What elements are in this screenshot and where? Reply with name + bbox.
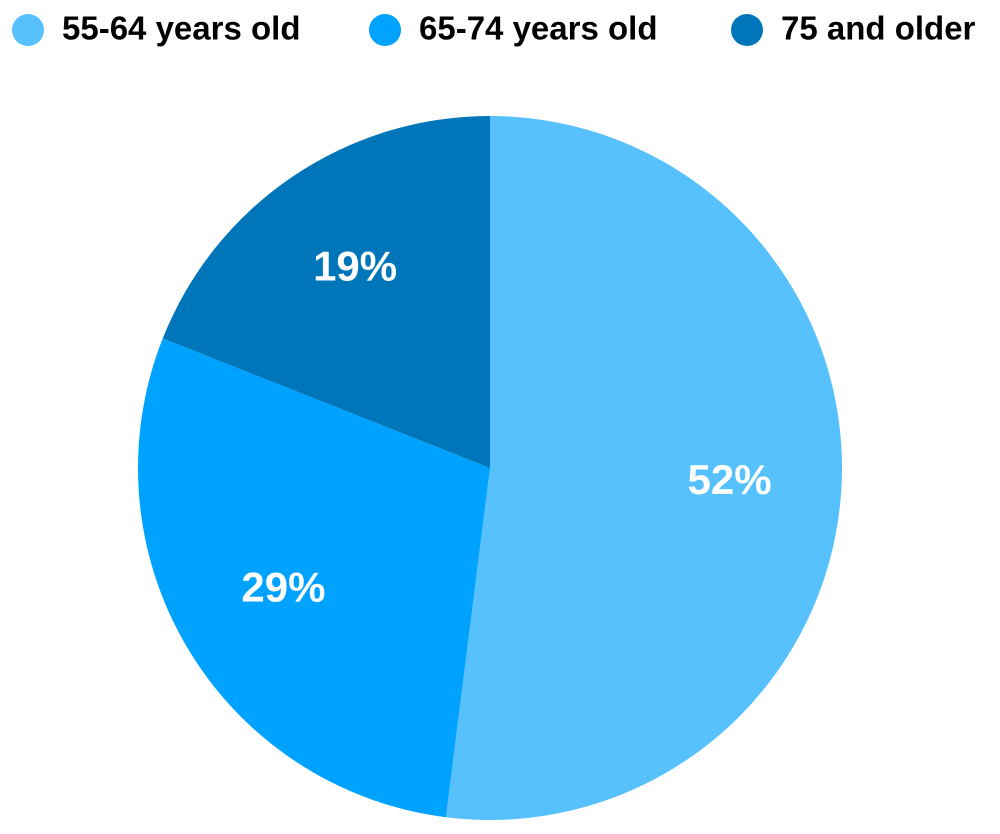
legend-swatch [731,14,763,46]
slice-label: 52% [687,456,771,503]
legend-swatch [369,14,401,46]
slice-label: 29% [241,563,325,610]
slice-label: 19% [313,243,397,290]
pie-slice [137,338,490,818]
legend-swatch [12,14,44,46]
legend-entry: 55-64 years old [62,10,300,47]
pie-slice [445,116,842,820]
pie-slice [162,116,490,468]
legend-entry: 65-74 years old [419,10,657,47]
legend-entry: 75 and older [781,10,976,47]
